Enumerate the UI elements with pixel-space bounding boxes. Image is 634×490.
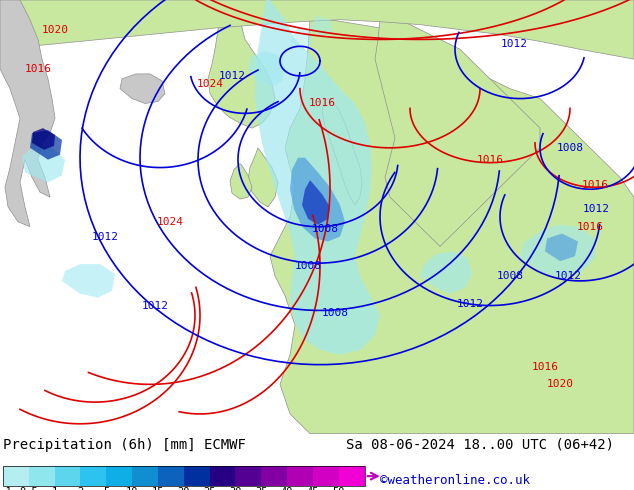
Bar bbox=[55, 466, 81, 486]
Text: 1016: 1016 bbox=[309, 98, 335, 108]
Text: 40: 40 bbox=[281, 487, 294, 490]
Text: 1008: 1008 bbox=[311, 223, 339, 234]
Polygon shape bbox=[310, 16, 332, 36]
Polygon shape bbox=[255, 0, 380, 355]
Text: 10: 10 bbox=[126, 487, 138, 490]
Text: 1016: 1016 bbox=[25, 64, 51, 74]
Text: 1012: 1012 bbox=[583, 204, 609, 214]
Text: 1020: 1020 bbox=[41, 24, 68, 35]
Bar bbox=[339, 466, 365, 486]
Text: 1024: 1024 bbox=[197, 79, 224, 89]
Text: 25: 25 bbox=[204, 487, 216, 490]
Text: 2: 2 bbox=[77, 487, 84, 490]
Text: 1016: 1016 bbox=[581, 180, 609, 190]
Text: 1024: 1024 bbox=[157, 217, 183, 227]
Text: 30: 30 bbox=[229, 487, 242, 490]
Text: 5: 5 bbox=[103, 487, 110, 490]
Text: 20: 20 bbox=[178, 487, 190, 490]
Polygon shape bbox=[375, 0, 540, 246]
Bar bbox=[235, 466, 261, 486]
Bar bbox=[29, 466, 55, 486]
Text: 1012: 1012 bbox=[219, 71, 245, 81]
Polygon shape bbox=[0, 0, 634, 59]
Polygon shape bbox=[322, 98, 362, 205]
Text: 1012: 1012 bbox=[141, 300, 169, 311]
Text: 1012: 1012 bbox=[91, 232, 119, 242]
Polygon shape bbox=[248, 51, 285, 87]
Text: 1020: 1020 bbox=[547, 379, 574, 390]
Polygon shape bbox=[0, 0, 55, 227]
Polygon shape bbox=[32, 128, 55, 150]
Polygon shape bbox=[248, 148, 278, 207]
Text: 1016: 1016 bbox=[576, 221, 604, 232]
Text: 1008: 1008 bbox=[321, 308, 349, 318]
Bar bbox=[261, 466, 287, 486]
Bar bbox=[81, 466, 107, 486]
Bar bbox=[132, 466, 158, 486]
Text: Sa 08-06-2024 18..00 UTC (06+42): Sa 08-06-2024 18..00 UTC (06+42) bbox=[346, 438, 614, 452]
Text: ©weatheronline.co.uk: ©weatheronline.co.uk bbox=[380, 474, 531, 487]
Polygon shape bbox=[290, 27, 312, 49]
Text: 15: 15 bbox=[152, 487, 164, 490]
Text: 35: 35 bbox=[255, 487, 268, 490]
Bar bbox=[107, 466, 132, 486]
Polygon shape bbox=[30, 130, 62, 160]
Text: 1016: 1016 bbox=[531, 362, 559, 371]
Polygon shape bbox=[62, 264, 115, 297]
Text: 1: 1 bbox=[51, 487, 58, 490]
Polygon shape bbox=[290, 158, 345, 242]
Bar bbox=[313, 466, 339, 486]
Polygon shape bbox=[230, 164, 252, 199]
Text: 0.1: 0.1 bbox=[0, 487, 13, 490]
Text: 1012: 1012 bbox=[500, 39, 527, 49]
Text: 50: 50 bbox=[332, 487, 345, 490]
Text: 1008: 1008 bbox=[557, 143, 583, 153]
Text: 1008: 1008 bbox=[295, 261, 321, 271]
Polygon shape bbox=[302, 180, 330, 225]
Polygon shape bbox=[270, 0, 634, 434]
Text: 1016: 1016 bbox=[477, 155, 503, 165]
Polygon shape bbox=[22, 146, 65, 182]
Text: Precipitation (6h) [mm] ECMWF: Precipitation (6h) [mm] ECMWF bbox=[3, 438, 246, 452]
Polygon shape bbox=[545, 234, 578, 261]
Text: 0.5: 0.5 bbox=[20, 487, 38, 490]
Polygon shape bbox=[520, 225, 595, 278]
Text: 1008: 1008 bbox=[496, 271, 524, 281]
Polygon shape bbox=[420, 251, 472, 294]
Bar bbox=[184, 466, 210, 486]
Text: 1012: 1012 bbox=[456, 298, 484, 309]
Polygon shape bbox=[208, 0, 275, 128]
Text: 1012: 1012 bbox=[555, 271, 581, 281]
Bar bbox=[287, 466, 313, 486]
Bar bbox=[210, 466, 235, 486]
Bar bbox=[158, 466, 184, 486]
Bar bbox=[3, 466, 365, 486]
Text: 45: 45 bbox=[307, 487, 319, 490]
Bar bbox=[3, 466, 29, 486]
Polygon shape bbox=[120, 74, 165, 103]
